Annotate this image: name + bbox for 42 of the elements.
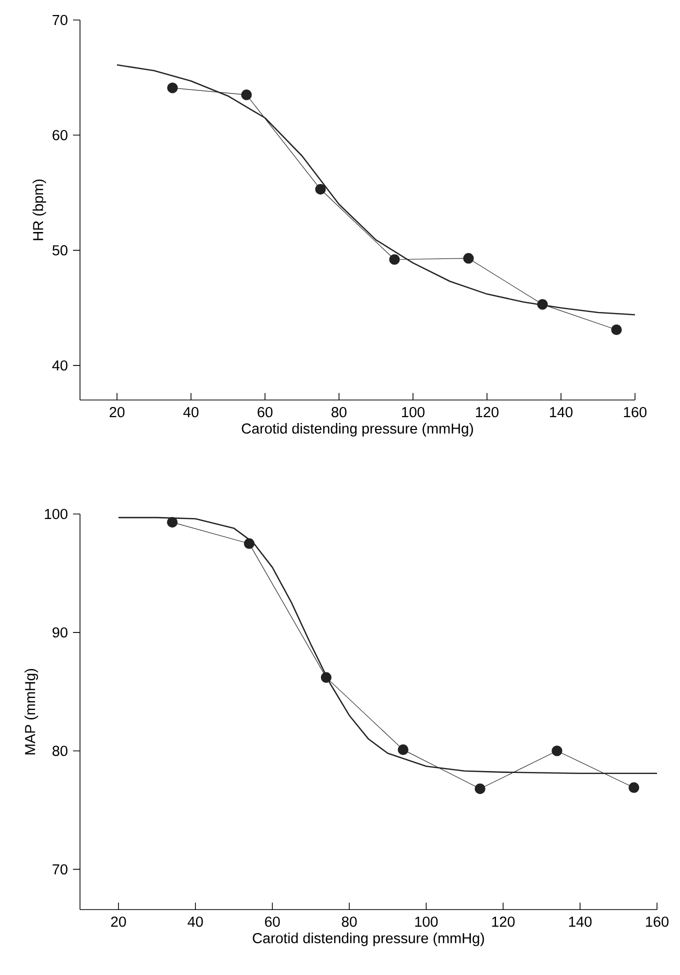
y-tick-label: 70 (52, 14, 68, 26)
x-tick-label: 100 (402, 407, 424, 418)
x-tick-label: 20 (110, 407, 124, 418)
x-tick-label: 20 (111, 916, 126, 927)
x-axis-title: Carotid distending pressure (mmHg) (242, 423, 473, 437)
point (241, 90, 252, 100)
point (611, 324, 622, 336)
y-tick-label: 100 (44, 508, 68, 520)
point (315, 184, 326, 195)
point (474, 783, 486, 794)
x-tick-label: 140 (550, 407, 572, 418)
point (167, 516, 178, 528)
x-tick-label: 60 (265, 916, 280, 927)
y-axis-title: MAP (mmHg) (24, 668, 38, 754)
point (320, 672, 332, 683)
y-tick-label: 70 (52, 864, 68, 874)
point (552, 746, 562, 756)
x-tick-label: 100 (415, 916, 438, 927)
point (398, 744, 408, 755)
point (537, 299, 548, 310)
y-tick-label: 60 (52, 130, 68, 140)
x-axis-title: Carotid distending pressure (mmHg) (252, 932, 484, 946)
x-tick-label: 80 (342, 916, 357, 927)
x-tick-label: 60 (258, 407, 272, 418)
point (389, 254, 400, 265)
point (167, 82, 178, 94)
point (463, 253, 474, 264)
point (628, 782, 640, 793)
point (244, 538, 255, 549)
x-tick-label: 120 (492, 916, 515, 927)
x-tick-label: 40 (183, 407, 198, 418)
y-tick-label: 90 (52, 627, 68, 638)
y-axis-title: HR (bpm) (32, 180, 46, 240)
y-tick-label: 40 (52, 360, 68, 371)
x-tick-label: 120 (476, 407, 498, 418)
x-tick-label: 160 (624, 407, 646, 418)
x-tick-label: 80 (332, 407, 346, 418)
x-tick-label: 140 (569, 916, 592, 927)
y-tick-label: 50 (52, 245, 68, 256)
x-tick-label: 160 (646, 916, 668, 927)
y-tick-label: 80 (52, 746, 68, 756)
x-tick-label: 40 (188, 916, 203, 927)
